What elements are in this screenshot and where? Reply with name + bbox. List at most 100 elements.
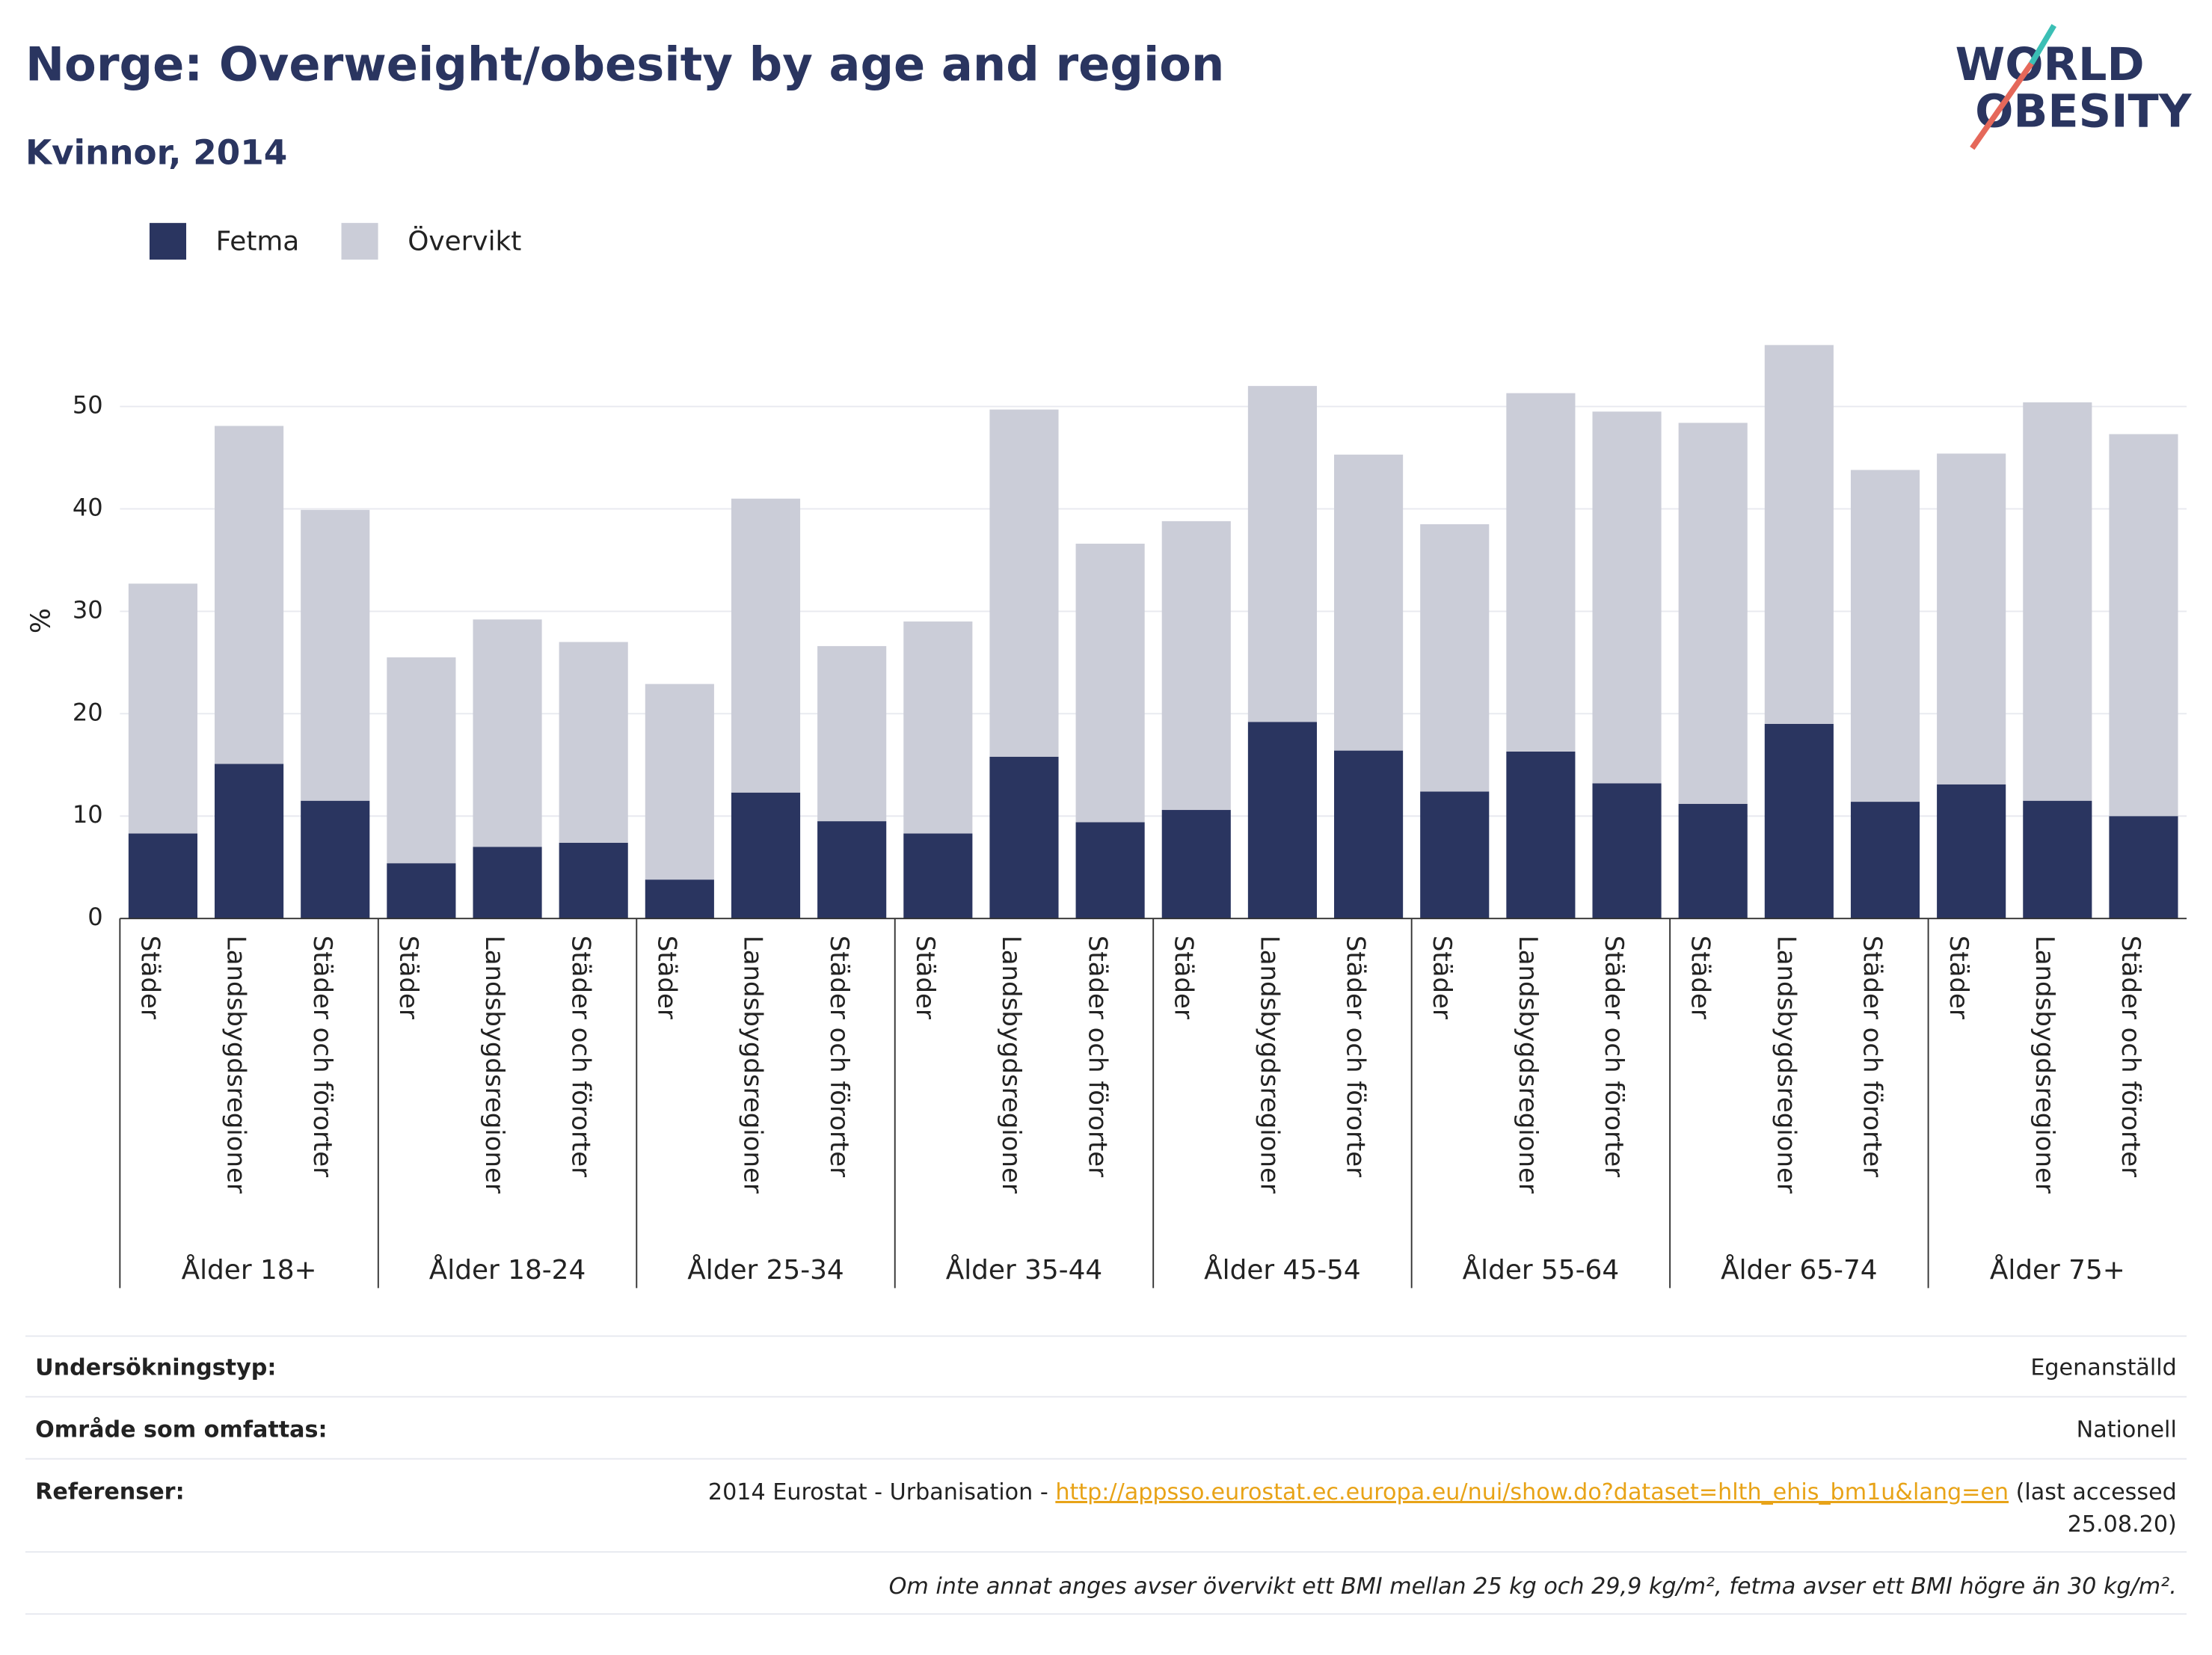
bar-segment — [1937, 784, 2006, 919]
bar-segment — [1592, 783, 1662, 919]
footer: Undersökningstyp: Egenanställd Område so… — [25, 1335, 2187, 1615]
y-tick-label: 40 — [73, 493, 103, 521]
group-label: Ålder 18+ — [182, 1253, 317, 1286]
bar-segment — [1334, 454, 1404, 751]
bar-segment — [1592, 411, 1662, 784]
x-tick-label: Städer — [1168, 936, 1198, 1019]
x-tick-label: Städer — [1427, 936, 1457, 1019]
row-value: Nationell — [2077, 1416, 2177, 1443]
bar-segment — [1334, 750, 1404, 919]
legend-label: Fetma — [216, 227, 300, 257]
group-label: Ålder 55-64 — [1463, 1253, 1619, 1286]
row-value: Egenanställd — [2030, 1354, 2176, 1381]
bar-segment — [1075, 822, 1145, 919]
group-label: Ålder 45-54 — [1204, 1253, 1360, 1286]
x-tick-label: Landsbygdsregioner — [479, 936, 509, 1194]
bar-segment — [473, 847, 542, 919]
bar-segment — [645, 684, 714, 880]
group-label: Ålder 65-74 — [1721, 1253, 1877, 1286]
row-label: Undersökningstyp: — [35, 1354, 276, 1381]
x-tick-label: Landsbygdsregioner — [996, 936, 1026, 1194]
x-tick-label: Landsbygdsregioner — [1771, 936, 1801, 1194]
bar-segment — [817, 645, 887, 822]
logo-text: WORLD — [1956, 39, 2145, 91]
bar-segment — [1850, 470, 1920, 802]
bar-segment — [903, 833, 973, 919]
x-tick-label: Städer — [1944, 936, 1973, 1019]
bar-segment — [1764, 724, 1834, 919]
bar-segment — [731, 498, 801, 793]
legend-label: Övervikt — [408, 226, 521, 257]
bar-segment — [817, 821, 887, 919]
bar-segment — [1506, 393, 1576, 752]
y-tick-label: 0 — [87, 903, 102, 931]
bar-segment — [2109, 816, 2178, 919]
x-tick-label: Landsbygdsregioner — [2030, 936, 2059, 1194]
bar-segment — [1420, 523, 1490, 792]
y-axis-label: % — [26, 608, 57, 633]
row-label: Referenser: — [35, 1479, 184, 1505]
logo-slash — [1970, 61, 2034, 150]
bar-segment — [1161, 810, 1231, 919]
y-tick-label: 50 — [73, 391, 103, 420]
x-tick-label: Städer — [393, 936, 423, 1019]
bar-segment — [215, 426, 284, 764]
reference-link[interactable]: http://appsso.eurostat.ec.europa.eu/nui/… — [1055, 1479, 2009, 1505]
reference-text: 2014 Eurostat - Urbanisation - — [708, 1479, 1055, 1505]
row-label: Område som omfattas: — [35, 1416, 327, 1443]
bar-segment — [1937, 453, 2006, 784]
bar-segment — [473, 619, 542, 847]
legend-swatch — [341, 223, 378, 260]
bar-segment — [1764, 345, 1834, 725]
bar-segment — [215, 764, 284, 919]
x-tick-label: Städer och förorter — [565, 936, 595, 1177]
bar-segment — [1420, 791, 1490, 919]
bar-segment — [387, 863, 456, 919]
x-tick-label: Städer och förorter — [1341, 936, 1371, 1177]
bar-segment — [903, 621, 973, 834]
x-tick-label: Landsbygdsregioner — [221, 936, 251, 1194]
logo-slash — [2029, 24, 2056, 65]
x-tick-label: Städer och förorter — [1082, 936, 1112, 1177]
chart-title: Norge: Overweight/obesity by age and reg… — [25, 37, 1224, 92]
group-label: Ålder 75+ — [1990, 1253, 2125, 1286]
x-tick-label: Landsbygdsregioner — [738, 936, 768, 1194]
bar-segment — [1247, 386, 1317, 722]
x-tick-label: Städer — [1685, 936, 1715, 1019]
bar-segment — [1678, 803, 1748, 919]
bar-segment — [1850, 802, 1920, 919]
y-tick-label: 10 — [73, 800, 103, 829]
bar-segment — [989, 409, 1059, 757]
x-tick-label: Städer och förorter — [1599, 936, 1629, 1177]
x-tick-label: Städer och förorter — [1858, 936, 1887, 1177]
bar-segment — [2023, 800, 2092, 919]
bar-segment — [128, 833, 197, 919]
bar-segment — [2109, 434, 2178, 817]
bar-segment — [1506, 751, 1576, 919]
bar-segment — [2023, 402, 2092, 801]
group-label: Ålder 25-34 — [687, 1253, 844, 1286]
bar-segment — [989, 756, 1059, 919]
group-label: Ålder 35-44 — [946, 1253, 1102, 1286]
bar-segment — [559, 642, 628, 843]
reference-text: 25.08.20) — [2068, 1511, 2177, 1538]
y-tick-label: 30 — [73, 595, 103, 624]
bar-segment — [1075, 544, 1145, 823]
bar-segment — [731, 792, 801, 919]
x-tick-label: Städer och förorter — [824, 936, 854, 1177]
x-tick-label: Städer — [910, 936, 940, 1019]
reference-text: (last accessed — [2009, 1479, 2177, 1505]
x-tick-label: Landsbygdsregioner — [1255, 936, 1285, 1194]
x-tick-label: Städer — [135, 936, 165, 1019]
bar-segment — [301, 509, 370, 801]
x-tick-label: Städer och förorter — [307, 936, 337, 1177]
chart-subtitle: Kvinnor, 2014 — [25, 133, 287, 173]
bar-segment — [128, 583, 197, 834]
bar-segment — [301, 800, 370, 919]
legend-swatch — [149, 223, 187, 260]
group-label: Ålder 18-24 — [429, 1253, 586, 1286]
bar-segment — [1247, 722, 1317, 919]
x-tick-label: Städer — [651, 936, 681, 1019]
